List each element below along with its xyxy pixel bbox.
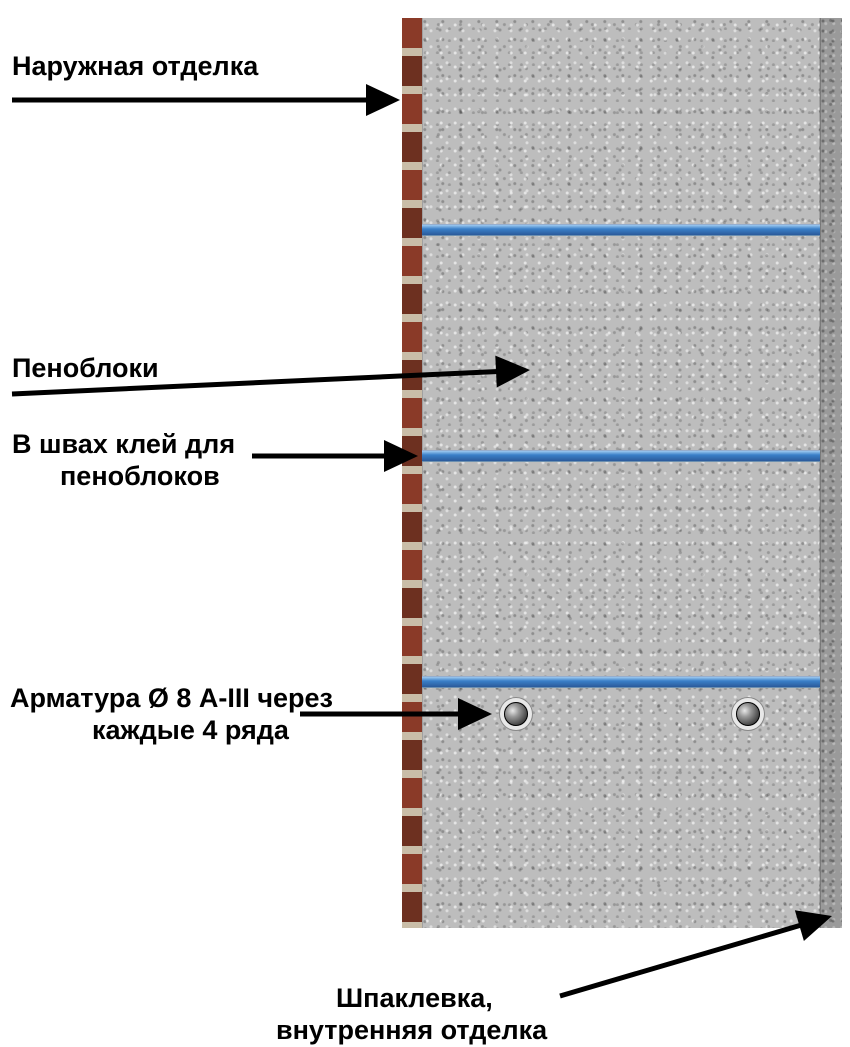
- arrows-layer: [0, 0, 850, 1047]
